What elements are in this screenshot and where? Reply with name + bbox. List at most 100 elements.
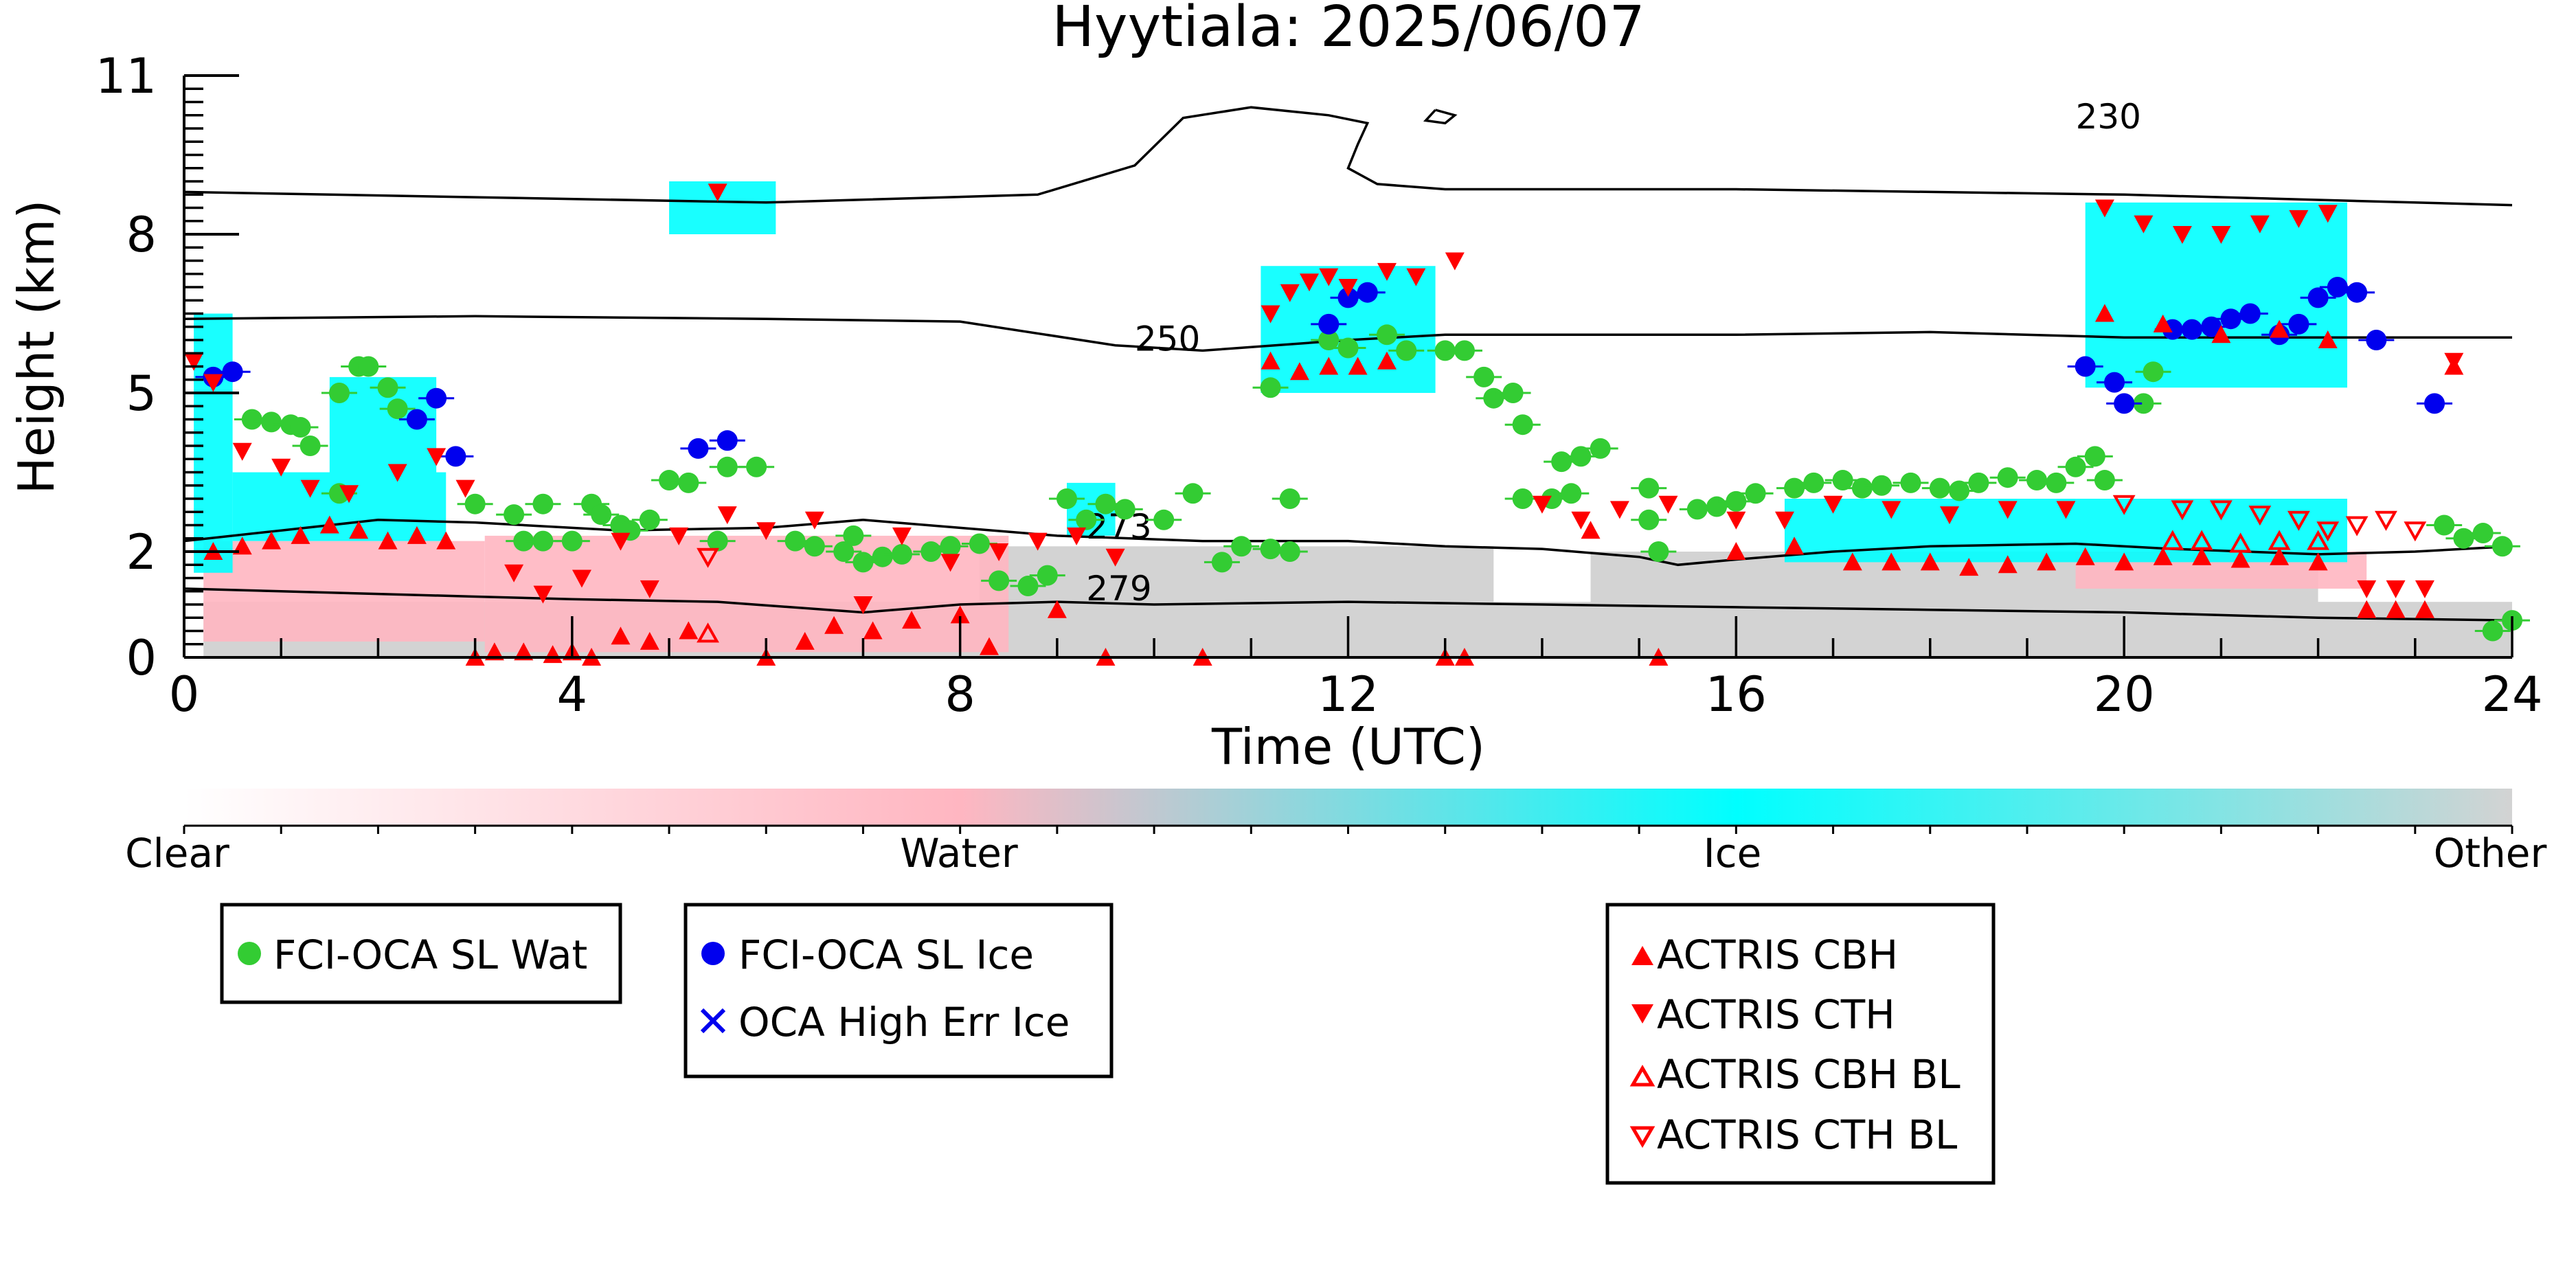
contour-label-250: 250 <box>1135 319 1200 359</box>
data-point <box>2307 530 2330 550</box>
y-tick-label: 8 <box>126 207 157 263</box>
legend-actris: ACTRIS CBH ACTRIS CTH ACTRIS CBH BL ACTR… <box>1605 903 1996 1185</box>
data-point <box>349 521 369 539</box>
data-point <box>572 569 591 588</box>
y-tick-label: 5 <box>126 365 157 422</box>
data-point <box>1706 496 1728 517</box>
data-point <box>561 530 583 552</box>
data-point <box>407 526 427 544</box>
data-point <box>940 536 961 557</box>
data-point <box>2211 226 2231 244</box>
data-point <box>2075 356 2096 377</box>
data-point <box>1377 351 1397 370</box>
data-point <box>804 536 825 557</box>
data-point <box>1473 366 1495 387</box>
data-point <box>2075 547 2095 565</box>
data-point <box>707 530 728 552</box>
legend-water: FCI-OCA SL Wat <box>220 903 622 1004</box>
data-point <box>2316 521 2340 542</box>
legend-marker-oca-wat <box>238 942 261 965</box>
data-point <box>1337 337 1359 359</box>
data-point <box>436 531 456 550</box>
data-point <box>1261 305 1280 324</box>
data-point <box>504 564 524 583</box>
data-point <box>1590 438 1611 459</box>
data-point <box>1785 536 1805 555</box>
data-point <box>1920 552 1940 571</box>
data-point <box>1871 475 1893 496</box>
data-point <box>716 456 738 477</box>
data-point <box>532 493 554 515</box>
y-tick-label: 0 <box>126 630 157 686</box>
data-point <box>1532 495 1552 514</box>
data-point <box>1056 488 1077 509</box>
data-point <box>2182 319 2203 340</box>
data-point <box>1396 340 1417 361</box>
data-point <box>1067 527 1087 545</box>
data-point <box>261 411 282 433</box>
data-point <box>2201 316 2222 337</box>
contour-label-230: 230 <box>2076 97 2141 137</box>
data-point <box>2084 446 2105 467</box>
data-point <box>1570 446 1592 467</box>
data-point <box>2386 580 2406 598</box>
legend-ice: FCI-OCA SL Ice OCA High Err Ice <box>683 903 1114 1078</box>
data-point <box>2268 530 2291 550</box>
colorbar-label-clear: Clear <box>125 830 229 877</box>
data-point <box>2345 516 2369 536</box>
data-point <box>1280 284 1300 302</box>
y-axis-label: Height (km) <box>8 200 65 495</box>
data-point <box>532 530 554 552</box>
data-point <box>2482 620 2503 642</box>
data-point <box>1609 501 1629 519</box>
data-point <box>1561 483 1582 504</box>
data-point <box>2171 500 2194 521</box>
data-point <box>2472 523 2494 544</box>
data-point <box>1512 488 1533 509</box>
data-point <box>2230 550 2250 568</box>
data-point <box>920 541 942 562</box>
data-point <box>2192 547 2212 565</box>
data-point <box>988 570 1010 591</box>
data-point <box>853 596 873 614</box>
data-point <box>1105 548 1125 567</box>
data-point <box>1949 480 1970 501</box>
data-point <box>387 398 408 420</box>
legend-label-cth-bl: ACTRIS CTH BL <box>1657 1111 1957 1158</box>
data-point <box>1028 532 1048 551</box>
contour-273 <box>184 519 2512 567</box>
data-point <box>2190 530 2213 550</box>
data-point <box>1571 511 1591 530</box>
data-point <box>1939 506 1959 525</box>
data-point <box>533 585 553 604</box>
contour-230 <box>184 106 2512 207</box>
data-point <box>678 472 699 493</box>
data-point <box>1348 357 1368 375</box>
data-point <box>717 506 737 525</box>
data-point <box>1882 501 1901 519</box>
data-point <box>2220 308 2241 330</box>
data-point <box>2357 580 2377 598</box>
data-point <box>1686 499 1708 520</box>
data-point <box>1153 509 1175 530</box>
data-point <box>232 442 252 461</box>
x-tick-label: 12 <box>1318 666 1379 723</box>
y-tick-label: 11 <box>95 48 157 104</box>
data-point <box>2250 215 2270 234</box>
data-point <box>2453 528 2474 549</box>
x-axis-label: Time (UTC) <box>1211 718 1485 776</box>
colorbar-label-water: Water <box>900 830 1018 877</box>
data-point <box>1726 542 1746 560</box>
data-point <box>445 446 466 467</box>
data-point <box>2327 277 2348 297</box>
legend-box-ice <box>683 903 1114 1078</box>
data-point <box>669 527 689 545</box>
data-point <box>697 622 719 643</box>
data-point <box>300 479 320 498</box>
data-point <box>1319 357 1339 375</box>
data-point <box>795 631 815 650</box>
data-point <box>504 504 525 526</box>
data-point <box>688 438 709 459</box>
data-point <box>611 626 631 645</box>
data-point <box>427 448 447 466</box>
